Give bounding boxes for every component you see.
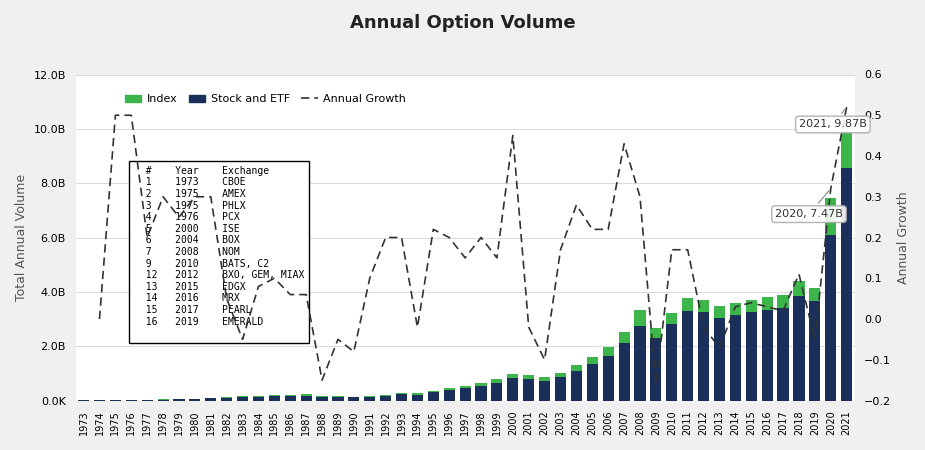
- Bar: [190, 399, 201, 400]
- Bar: [586, 356, 598, 364]
- Bar: [269, 395, 280, 396]
- Text: #    Year    Exchange
  1    1973    CBOE
  2    1975    AMEX
  3    1975    PHL: # Year Exchange 1 1973 CBOE 2 1975 AMEX …: [134, 166, 304, 338]
- Bar: [666, 313, 677, 324]
- Bar: [714, 318, 725, 400]
- Bar: [682, 311, 693, 400]
- Bar: [650, 338, 661, 400]
- Text: 2021, 9.87B: 2021, 9.87B: [799, 109, 867, 130]
- Bar: [285, 396, 296, 400]
- Bar: [444, 388, 455, 390]
- Bar: [427, 392, 438, 400]
- Bar: [253, 396, 264, 397]
- Bar: [349, 396, 360, 397]
- Bar: [635, 326, 646, 400]
- Bar: [380, 396, 391, 400]
- Bar: [349, 397, 360, 400]
- Bar: [571, 364, 582, 371]
- Bar: [794, 296, 805, 400]
- Bar: [316, 396, 327, 397]
- Bar: [539, 381, 550, 400]
- Bar: [794, 281, 805, 296]
- Bar: [619, 332, 630, 343]
- Bar: [316, 397, 327, 400]
- Bar: [460, 386, 471, 388]
- Bar: [650, 328, 661, 338]
- Bar: [332, 396, 343, 397]
- Bar: [602, 356, 614, 400]
- Bar: [778, 308, 789, 400]
- Bar: [761, 310, 772, 400]
- Bar: [635, 310, 646, 326]
- Bar: [746, 312, 757, 400]
- Bar: [555, 378, 566, 401]
- Bar: [380, 395, 391, 396]
- Y-axis label: Annual Growth: Annual Growth: [897, 191, 910, 284]
- Bar: [396, 393, 407, 394]
- Bar: [571, 371, 582, 400]
- Bar: [412, 395, 423, 400]
- Bar: [427, 391, 438, 392]
- Bar: [507, 378, 518, 400]
- Bar: [301, 396, 312, 400]
- Bar: [809, 302, 820, 400]
- Bar: [253, 397, 264, 400]
- Bar: [444, 390, 455, 400]
- Bar: [396, 394, 407, 400]
- Bar: [364, 396, 376, 397]
- Bar: [285, 395, 296, 396]
- Bar: [825, 235, 836, 400]
- Bar: [237, 396, 248, 397]
- Text: Annual Option Volume: Annual Option Volume: [350, 14, 575, 32]
- Bar: [507, 374, 518, 378]
- Bar: [841, 132, 852, 168]
- Bar: [682, 298, 693, 311]
- Bar: [698, 312, 709, 400]
- Bar: [666, 324, 677, 400]
- Bar: [205, 398, 216, 400]
- Bar: [730, 315, 741, 400]
- Bar: [761, 297, 772, 310]
- Bar: [475, 383, 487, 386]
- Bar: [332, 397, 343, 400]
- Bar: [778, 295, 789, 308]
- Bar: [221, 397, 232, 398]
- Bar: [221, 398, 232, 400]
- Bar: [364, 397, 376, 400]
- Bar: [524, 375, 535, 379]
- Bar: [809, 288, 820, 302]
- Text: 2020, 7.47B: 2020, 7.47B: [775, 191, 843, 219]
- Bar: [746, 300, 757, 312]
- Bar: [619, 343, 630, 400]
- Bar: [841, 168, 852, 400]
- Bar: [491, 379, 502, 383]
- Bar: [475, 386, 487, 400]
- Bar: [237, 397, 248, 400]
- Bar: [301, 395, 312, 396]
- Bar: [698, 300, 709, 312]
- Bar: [460, 388, 471, 401]
- Bar: [586, 364, 598, 400]
- Bar: [412, 393, 423, 395]
- Bar: [269, 396, 280, 400]
- Bar: [539, 377, 550, 381]
- Bar: [524, 379, 535, 400]
- Bar: [491, 383, 502, 400]
- Y-axis label: Total Annual Volume: Total Annual Volume: [15, 174, 28, 301]
- Bar: [714, 306, 725, 318]
- Bar: [730, 303, 741, 315]
- Bar: [825, 198, 836, 235]
- Bar: [602, 347, 614, 356]
- Bar: [555, 373, 566, 378]
- Legend: Index, Stock and ETF, Annual Growth: Index, Stock and ETF, Annual Growth: [120, 90, 411, 109]
